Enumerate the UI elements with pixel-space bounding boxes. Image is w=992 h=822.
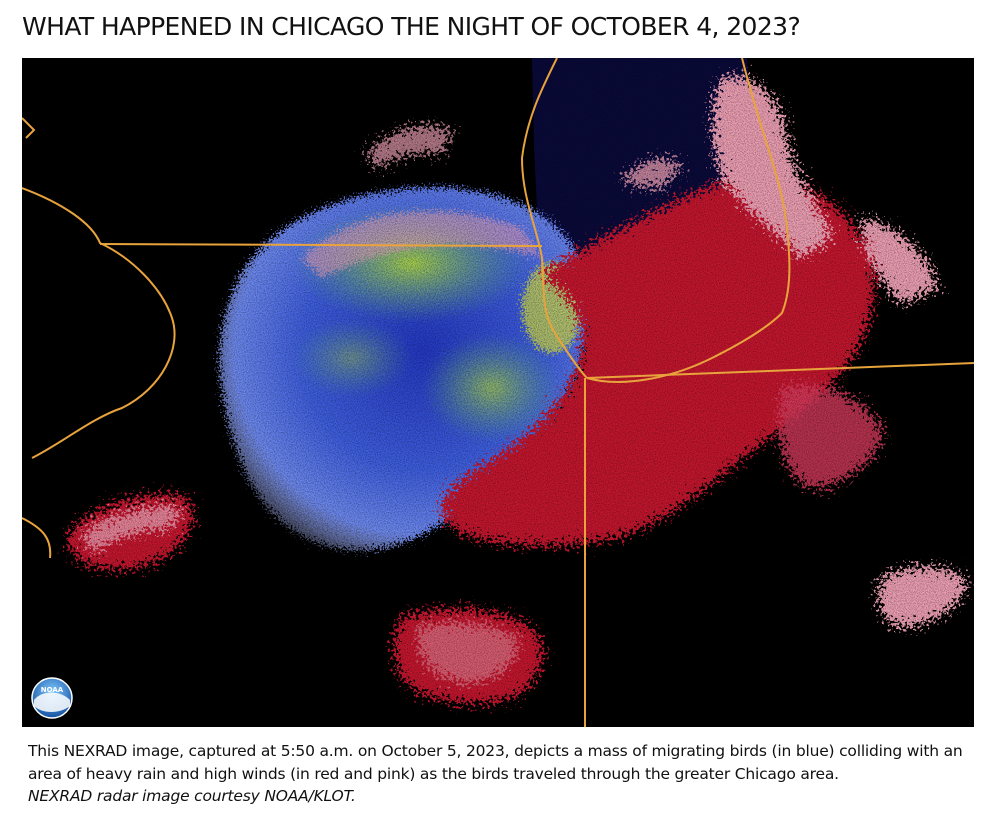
image-credit: NEXRAD radar image courtesy NOAA/KLOT. <box>28 787 356 805</box>
noaa-logo-icon: NOAA <box>31 677 73 719</box>
radar-image: NOAA <box>22 58 974 727</box>
noaa-logo-text: NOAA <box>41 686 64 694</box>
caption-text: This NEXRAD image, captured at 5:50 a.m.… <box>28 742 963 783</box>
image-caption: This NEXRAD image, captured at 5:50 a.m.… <box>28 740 978 808</box>
state-boundaries <box>22 58 974 727</box>
page-title: WHAT HAPPENED IN CHICAGO THE NIGHT OF OC… <box>22 12 801 41</box>
radar-map: NOAA <box>22 58 974 727</box>
